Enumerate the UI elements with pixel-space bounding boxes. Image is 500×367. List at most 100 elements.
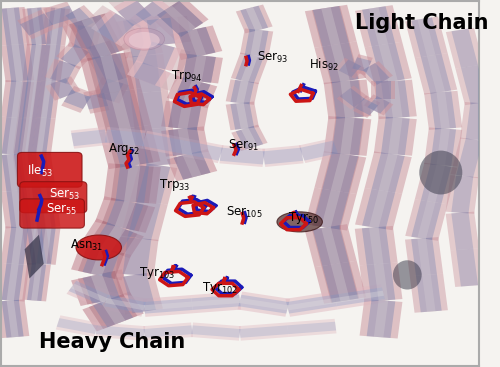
Polygon shape xyxy=(174,151,210,180)
Text: Ser$_{55}$: Ser$_{55}$ xyxy=(46,201,78,217)
Text: Trp$_{33}$: Trp$_{33}$ xyxy=(158,177,190,193)
Polygon shape xyxy=(101,298,126,324)
Polygon shape xyxy=(56,318,98,334)
Polygon shape xyxy=(340,117,354,155)
Polygon shape xyxy=(192,55,206,81)
Polygon shape xyxy=(32,154,51,191)
Polygon shape xyxy=(305,5,356,48)
Polygon shape xyxy=(136,40,182,71)
Polygon shape xyxy=(31,44,42,81)
Polygon shape xyxy=(236,4,273,33)
Polygon shape xyxy=(111,164,154,203)
Polygon shape xyxy=(144,323,193,341)
Polygon shape xyxy=(418,201,436,239)
Polygon shape xyxy=(322,152,358,193)
Polygon shape xyxy=(82,272,120,304)
Polygon shape xyxy=(314,261,366,304)
Polygon shape xyxy=(180,138,224,163)
Polygon shape xyxy=(300,141,338,161)
Polygon shape xyxy=(460,102,494,141)
Polygon shape xyxy=(1,190,34,229)
Polygon shape xyxy=(452,175,473,213)
Polygon shape xyxy=(240,326,288,338)
Polygon shape xyxy=(360,61,393,87)
Polygon shape xyxy=(182,54,216,83)
FancyBboxPatch shape xyxy=(20,199,84,228)
Polygon shape xyxy=(338,59,361,77)
Polygon shape xyxy=(66,278,112,308)
Polygon shape xyxy=(71,127,108,149)
Polygon shape xyxy=(102,198,148,231)
Polygon shape xyxy=(93,295,133,327)
Polygon shape xyxy=(388,117,402,155)
Polygon shape xyxy=(106,126,154,168)
Polygon shape xyxy=(369,7,388,45)
Polygon shape xyxy=(41,227,51,264)
Polygon shape xyxy=(436,92,450,129)
Polygon shape xyxy=(176,53,223,83)
Polygon shape xyxy=(71,269,131,306)
Polygon shape xyxy=(364,151,412,194)
Polygon shape xyxy=(93,222,133,254)
Text: Heavy Chain: Heavy Chain xyxy=(39,332,185,352)
Polygon shape xyxy=(182,153,202,177)
Polygon shape xyxy=(250,29,263,56)
Polygon shape xyxy=(74,15,120,59)
Polygon shape xyxy=(82,218,144,258)
Polygon shape xyxy=(116,164,149,203)
Polygon shape xyxy=(125,54,168,94)
Polygon shape xyxy=(32,226,60,265)
Polygon shape xyxy=(18,154,36,191)
Polygon shape xyxy=(45,59,81,85)
Polygon shape xyxy=(27,7,46,45)
Polygon shape xyxy=(26,81,37,118)
Polygon shape xyxy=(322,262,358,302)
Polygon shape xyxy=(95,196,155,233)
Text: Ile$_{53}$: Ile$_{53}$ xyxy=(27,163,53,179)
Polygon shape xyxy=(360,262,403,302)
Polygon shape xyxy=(240,28,273,57)
Polygon shape xyxy=(422,275,436,312)
Polygon shape xyxy=(418,18,436,56)
Polygon shape xyxy=(188,29,206,57)
Polygon shape xyxy=(415,53,457,95)
Polygon shape xyxy=(286,291,338,317)
Polygon shape xyxy=(18,80,46,119)
Text: Ser$_{53}$: Ser$_{53}$ xyxy=(48,187,80,202)
Polygon shape xyxy=(27,153,56,192)
Polygon shape xyxy=(161,101,208,131)
Polygon shape xyxy=(450,138,488,178)
Polygon shape xyxy=(18,190,46,228)
Polygon shape xyxy=(164,6,196,32)
Polygon shape xyxy=(230,80,254,104)
Polygon shape xyxy=(91,274,112,302)
Polygon shape xyxy=(27,264,46,301)
Polygon shape xyxy=(0,117,30,155)
Polygon shape xyxy=(71,244,131,280)
Ellipse shape xyxy=(393,260,422,290)
Polygon shape xyxy=(287,322,336,334)
Polygon shape xyxy=(68,25,101,50)
Text: His$_{92}$: His$_{92}$ xyxy=(309,57,339,73)
Polygon shape xyxy=(424,91,462,130)
Polygon shape xyxy=(332,117,363,155)
Polygon shape xyxy=(92,59,129,85)
Polygon shape xyxy=(262,145,304,167)
Polygon shape xyxy=(157,1,203,37)
Polygon shape xyxy=(372,81,396,99)
Text: Tyr$_{103}$: Tyr$_{103}$ xyxy=(140,265,175,281)
Polygon shape xyxy=(364,42,412,84)
Polygon shape xyxy=(167,76,217,108)
Polygon shape xyxy=(56,315,98,337)
Polygon shape xyxy=(388,81,402,118)
Polygon shape xyxy=(144,298,193,314)
Polygon shape xyxy=(360,299,403,338)
Polygon shape xyxy=(100,55,121,93)
Polygon shape xyxy=(128,200,160,240)
Polygon shape xyxy=(111,127,148,167)
Polygon shape xyxy=(26,190,37,228)
Polygon shape xyxy=(312,6,350,47)
Polygon shape xyxy=(78,245,124,279)
Polygon shape xyxy=(363,63,390,85)
Polygon shape xyxy=(22,190,42,228)
